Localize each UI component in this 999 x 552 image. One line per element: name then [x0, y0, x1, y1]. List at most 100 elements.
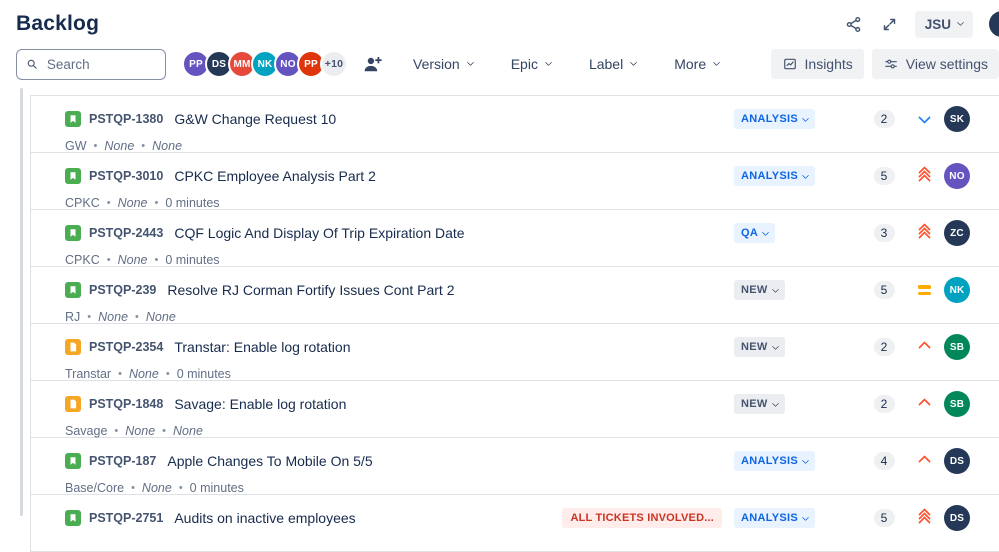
meta-part: 0 minutes	[176, 367, 231, 381]
row-main-line: PSTQP-2443 CQF Logic And Display Of Trip…	[65, 220, 970, 246]
sliders-icon	[884, 59, 897, 69]
estimate-badge[interactable]: 4	[873, 452, 895, 470]
meta-part: None	[104, 139, 135, 153]
estimate-badge[interactable]: 5	[873, 281, 895, 299]
issue-meta: Base/Core • None • 0 minutes	[65, 481, 244, 495]
backlog-row[interactable]: PSTQP-2354 Transtar: Enable log rotation…	[31, 324, 999, 381]
assignee-avatar[interactable]: SK	[944, 106, 970, 132]
priority-icon	[904, 507, 944, 529]
insights-button[interactable]: Insights	[770, 49, 864, 79]
row-right-fields: NEW 2 SB	[734, 334, 970, 360]
issue-key[interactable]: PSTQP-2354	[89, 340, 164, 354]
row-main-line: PSTQP-239 Resolve RJ Corman Fortify Issu…	[65, 277, 970, 303]
issue-key[interactable]: PSTQP-1848	[89, 397, 164, 411]
page-title: Backlog	[16, 12, 100, 35]
meta-part: 0 minutes	[165, 196, 220, 210]
vertical-scrollbar[interactable]	[20, 88, 23, 516]
status-column: NEW	[734, 394, 864, 414]
search-box[interactable]	[16, 48, 166, 80]
assignee-avatar[interactable]: NO	[944, 163, 970, 189]
search-input[interactable]	[44, 55, 156, 73]
issue-meta: Transtar • None • 0 minutes	[65, 367, 231, 381]
status-dropdown[interactable]: NEW	[734, 280, 785, 300]
priority-icon	[904, 454, 944, 468]
cut-off-avatar[interactable]	[989, 11, 999, 37]
filter-group: Version Epic Label More	[411, 52, 721, 76]
status-dropdown[interactable]: NEW	[734, 394, 785, 414]
user-avatar[interactable]: NO	[274, 50, 302, 78]
issue-title[interactable]: G&W Change Request 10	[174, 111, 337, 127]
backlog-row[interactable]: PSTQP-2443 CQF Logic And Display Of Trip…	[31, 210, 999, 267]
filter-dropdown-epic[interactable]: Epic	[509, 52, 553, 76]
assignee-avatar[interactable]: DS	[944, 448, 970, 474]
estimate-badge[interactable]: 3	[873, 224, 895, 242]
issue-type-icon	[65, 168, 81, 184]
meta-part: None	[152, 139, 183, 153]
project-selector-button[interactable]: JSU	[914, 10, 973, 38]
share-button[interactable]	[843, 14, 864, 35]
filter-label: Version	[413, 56, 460, 72]
add-people-button[interactable]	[360, 53, 385, 76]
meta-part: 0 minutes	[165, 253, 220, 267]
backlog-row[interactable]: PSTQP-1848 Savage: Enable log rotation N…	[31, 381, 999, 438]
status-label: ANALYSIS	[741, 455, 799, 467]
filter-dropdown-label[interactable]: Label	[587, 52, 638, 76]
estimate-badge[interactable]: 5	[873, 509, 895, 527]
view-settings-button[interactable]: View settings	[871, 49, 999, 79]
assignee-avatar[interactable]: SB	[944, 391, 970, 417]
meta-part: CPKC	[65, 196, 100, 210]
issue-key[interactable]: PSTQP-2751	[89, 511, 164, 525]
estimate-badge[interactable]: 5	[873, 167, 895, 185]
row-right-fields: ALL TICKETS INVOLVED... ANALYSIS 5 DS	[562, 505, 970, 531]
issue-title[interactable]: Audits on inactive employees	[174, 510, 356, 526]
story-bookmark-glyph	[70, 172, 76, 180]
status-dropdown[interactable]: NEW	[734, 337, 785, 357]
assignee-avatar[interactable]: NK	[944, 277, 970, 303]
estimate-badge[interactable]: 2	[873, 395, 895, 413]
issue-title[interactable]: CQF Logic And Display Of Trip Expiration…	[174, 225, 465, 241]
assignee-avatar[interactable]: ZC	[944, 220, 970, 246]
chevron-down-icon	[544, 58, 552, 67]
assignee-avatar[interactable]: DS	[944, 505, 970, 531]
status-dropdown[interactable]: ANALYSIS	[734, 508, 816, 528]
status-dropdown[interactable]: ANALYSIS	[734, 109, 816, 129]
issue-key[interactable]: PSTQP-3010	[89, 169, 164, 183]
assignee-avatar[interactable]: SB	[944, 334, 970, 360]
issue-key[interactable]: PSTQP-187	[89, 454, 157, 468]
issue-title[interactable]: CPKC Employee Analysis Part 2	[174, 168, 376, 184]
priority-icon	[904, 340, 944, 354]
issue-title[interactable]: Resolve RJ Corman Fortify Issues Cont Pa…	[167, 282, 455, 298]
filter-dropdown-more[interactable]: More	[672, 52, 721, 76]
backlog-row[interactable]: PSTQP-2751 Audits on inactive employees …	[31, 495, 999, 552]
meta-part: Savage	[65, 424, 108, 438]
status-column: ANALYSIS	[734, 166, 864, 186]
status-column: ANALYSIS	[734, 451, 864, 471]
status-dropdown[interactable]: ANALYSIS	[734, 166, 816, 186]
estimate-column: 2	[864, 338, 904, 356]
issue-title[interactable]: Apple Changes To Mobile On 5/5	[167, 453, 373, 469]
estimate-column: 5	[864, 281, 904, 299]
avatar-overflow-count[interactable]: +10	[320, 50, 348, 78]
issue-key[interactable]: PSTQP-239	[89, 283, 157, 297]
filter-dropdown-version[interactable]: Version	[411, 52, 475, 76]
issue-key[interactable]: PSTQP-1380	[89, 112, 164, 126]
issue-title[interactable]: Transtar: Enable log rotation	[174, 339, 351, 355]
backlog-row[interactable]: PSTQP-1380 G&W Change Request 10 ANALYSI…	[31, 96, 999, 153]
row-right-fields: NEW 5 NK	[734, 277, 970, 303]
meta-part: None	[117, 196, 148, 210]
estimate-badge[interactable]: 2	[873, 110, 895, 128]
backlog-row[interactable]: PSTQP-239 Resolve RJ Corman Fortify Issu…	[31, 267, 999, 324]
fullscreen-button[interactable]	[880, 15, 899, 34]
backlog-row[interactable]: PSTQP-187 Apple Changes To Mobile On 5/5…	[31, 438, 999, 495]
document-glyph	[70, 399, 77, 409]
issue-type-icon	[65, 396, 81, 412]
story-bookmark-glyph	[70, 457, 76, 465]
ticket-alert-badge: ALL TICKETS INVOLVED...	[562, 508, 722, 528]
issue-title[interactable]: Savage: Enable log rotation	[174, 396, 347, 412]
estimate-badge[interactable]: 2	[873, 338, 895, 356]
issue-key[interactable]: PSTQP-2443	[89, 226, 164, 240]
status-dropdown[interactable]: ANALYSIS	[734, 451, 816, 471]
status-dropdown[interactable]: QA	[734, 223, 776, 243]
backlog-row[interactable]: PSTQP-3010 CPKC Employee Analysis Part 2…	[31, 153, 999, 210]
